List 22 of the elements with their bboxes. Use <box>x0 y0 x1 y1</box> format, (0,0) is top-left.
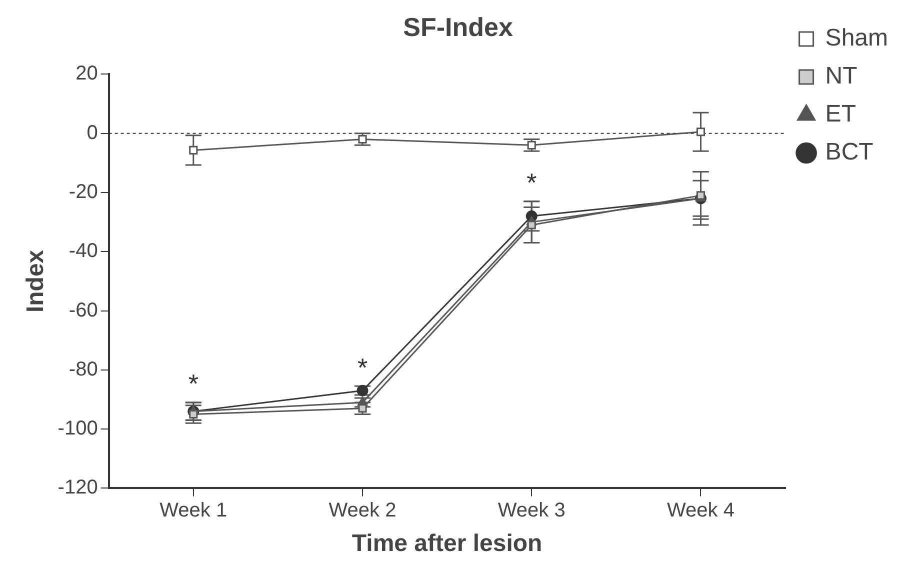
x-axis-title: Time after lesion <box>352 530 542 558</box>
annotation: * <box>357 352 368 382</box>
legend-label: BCT <box>825 138 874 166</box>
chart-title: SF-Index <box>403 12 514 42</box>
legend-label: ET <box>825 100 856 128</box>
y-tick-label: -60 <box>68 299 98 322</box>
x-tick-label: Week 3 <box>498 500 566 522</box>
legend-label: NT <box>825 62 858 90</box>
y-tick-label: -120 <box>58 476 98 499</box>
annotation: * <box>188 368 198 399</box>
y-tick-label: -100 <box>58 418 98 440</box>
y-tick-label: -80 <box>68 358 98 380</box>
y-tick-label: 20 <box>76 62 98 85</box>
y-tick-label: 0 <box>86 122 98 144</box>
y-tick-label: -40 <box>68 240 98 262</box>
x-tick-label: Week 4 <box>667 500 734 522</box>
legend-label: Sham <box>825 24 888 52</box>
y-tick-label: -20 <box>68 181 98 203</box>
x-tick-label: Week 1 <box>160 500 228 522</box>
x-tick-label: Week 2 <box>328 500 396 522</box>
y-axis-title: Index <box>22 249 50 313</box>
annotation: * <box>526 168 537 198</box>
